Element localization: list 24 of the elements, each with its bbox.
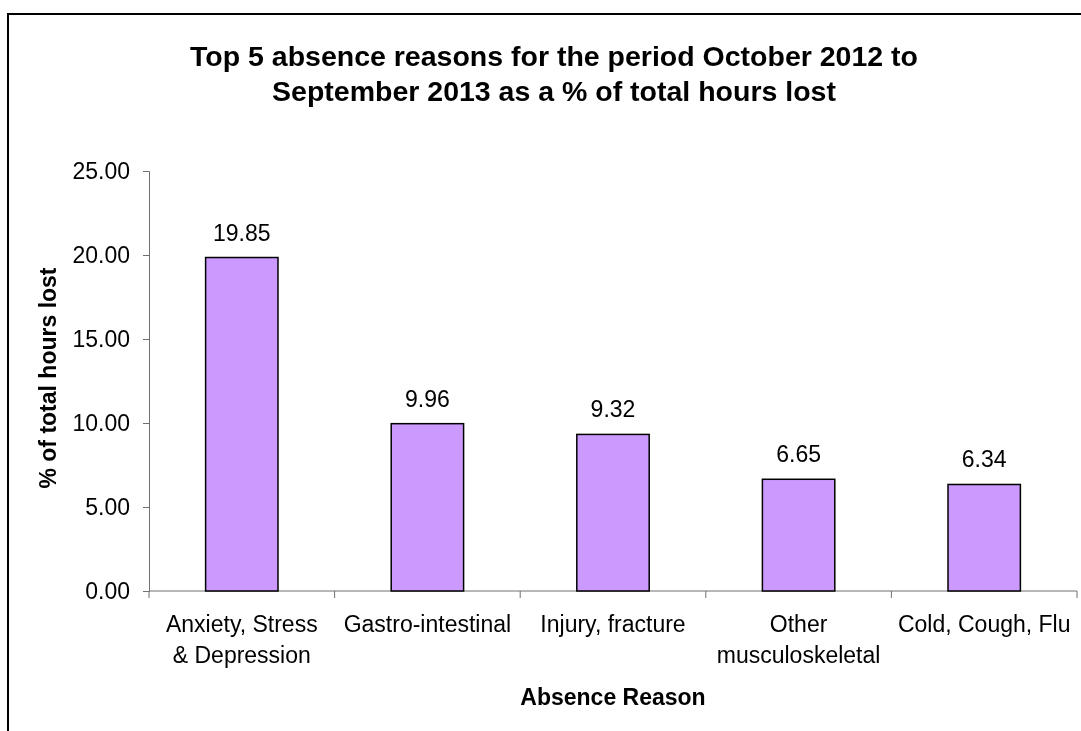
data-label: 6.34: [961, 446, 1007, 473]
bar: [576, 433, 650, 592]
x-tick-label: Gastro-intestinal: [343, 611, 512, 637]
y-tick-label: 10.00: [72, 409, 130, 436]
bar: [947, 483, 1022, 592]
bar: [761, 478, 836, 592]
x-axis-title: Absence Reason: [520, 684, 706, 710]
bar: [390, 422, 465, 592]
y-tick-label: 25.00: [72, 157, 130, 184]
x-tick-label: Cold, Cough, Flu: [897, 611, 1071, 637]
data-label: 6.65: [776, 441, 821, 468]
y-tick-label: 15.00: [72, 325, 130, 352]
y-axis-title: % of total hours lost: [35, 267, 61, 489]
x-tick-label: Injury, fracture: [540, 611, 686, 637]
y-tick-label: 0.00: [85, 577, 130, 604]
data-label: 9.32: [590, 396, 636, 423]
bar: [204, 256, 279, 592]
chart-title: Top 5 absence reasons for the period October 2012 to September 2013 as a % of total hours lost: [189, 40, 919, 107]
y-tick-label: 5.00: [85, 493, 130, 520]
x-tick-label: Anxiety, Stress & Depression: [165, 611, 318, 668]
y-tick-label: 20.00: [72, 241, 130, 268]
data-label: 9.96: [405, 385, 450, 412]
data-label: 19.85: [213, 219, 271, 246]
x-tick-label: Other musculoskeletal: [716, 611, 881, 668]
